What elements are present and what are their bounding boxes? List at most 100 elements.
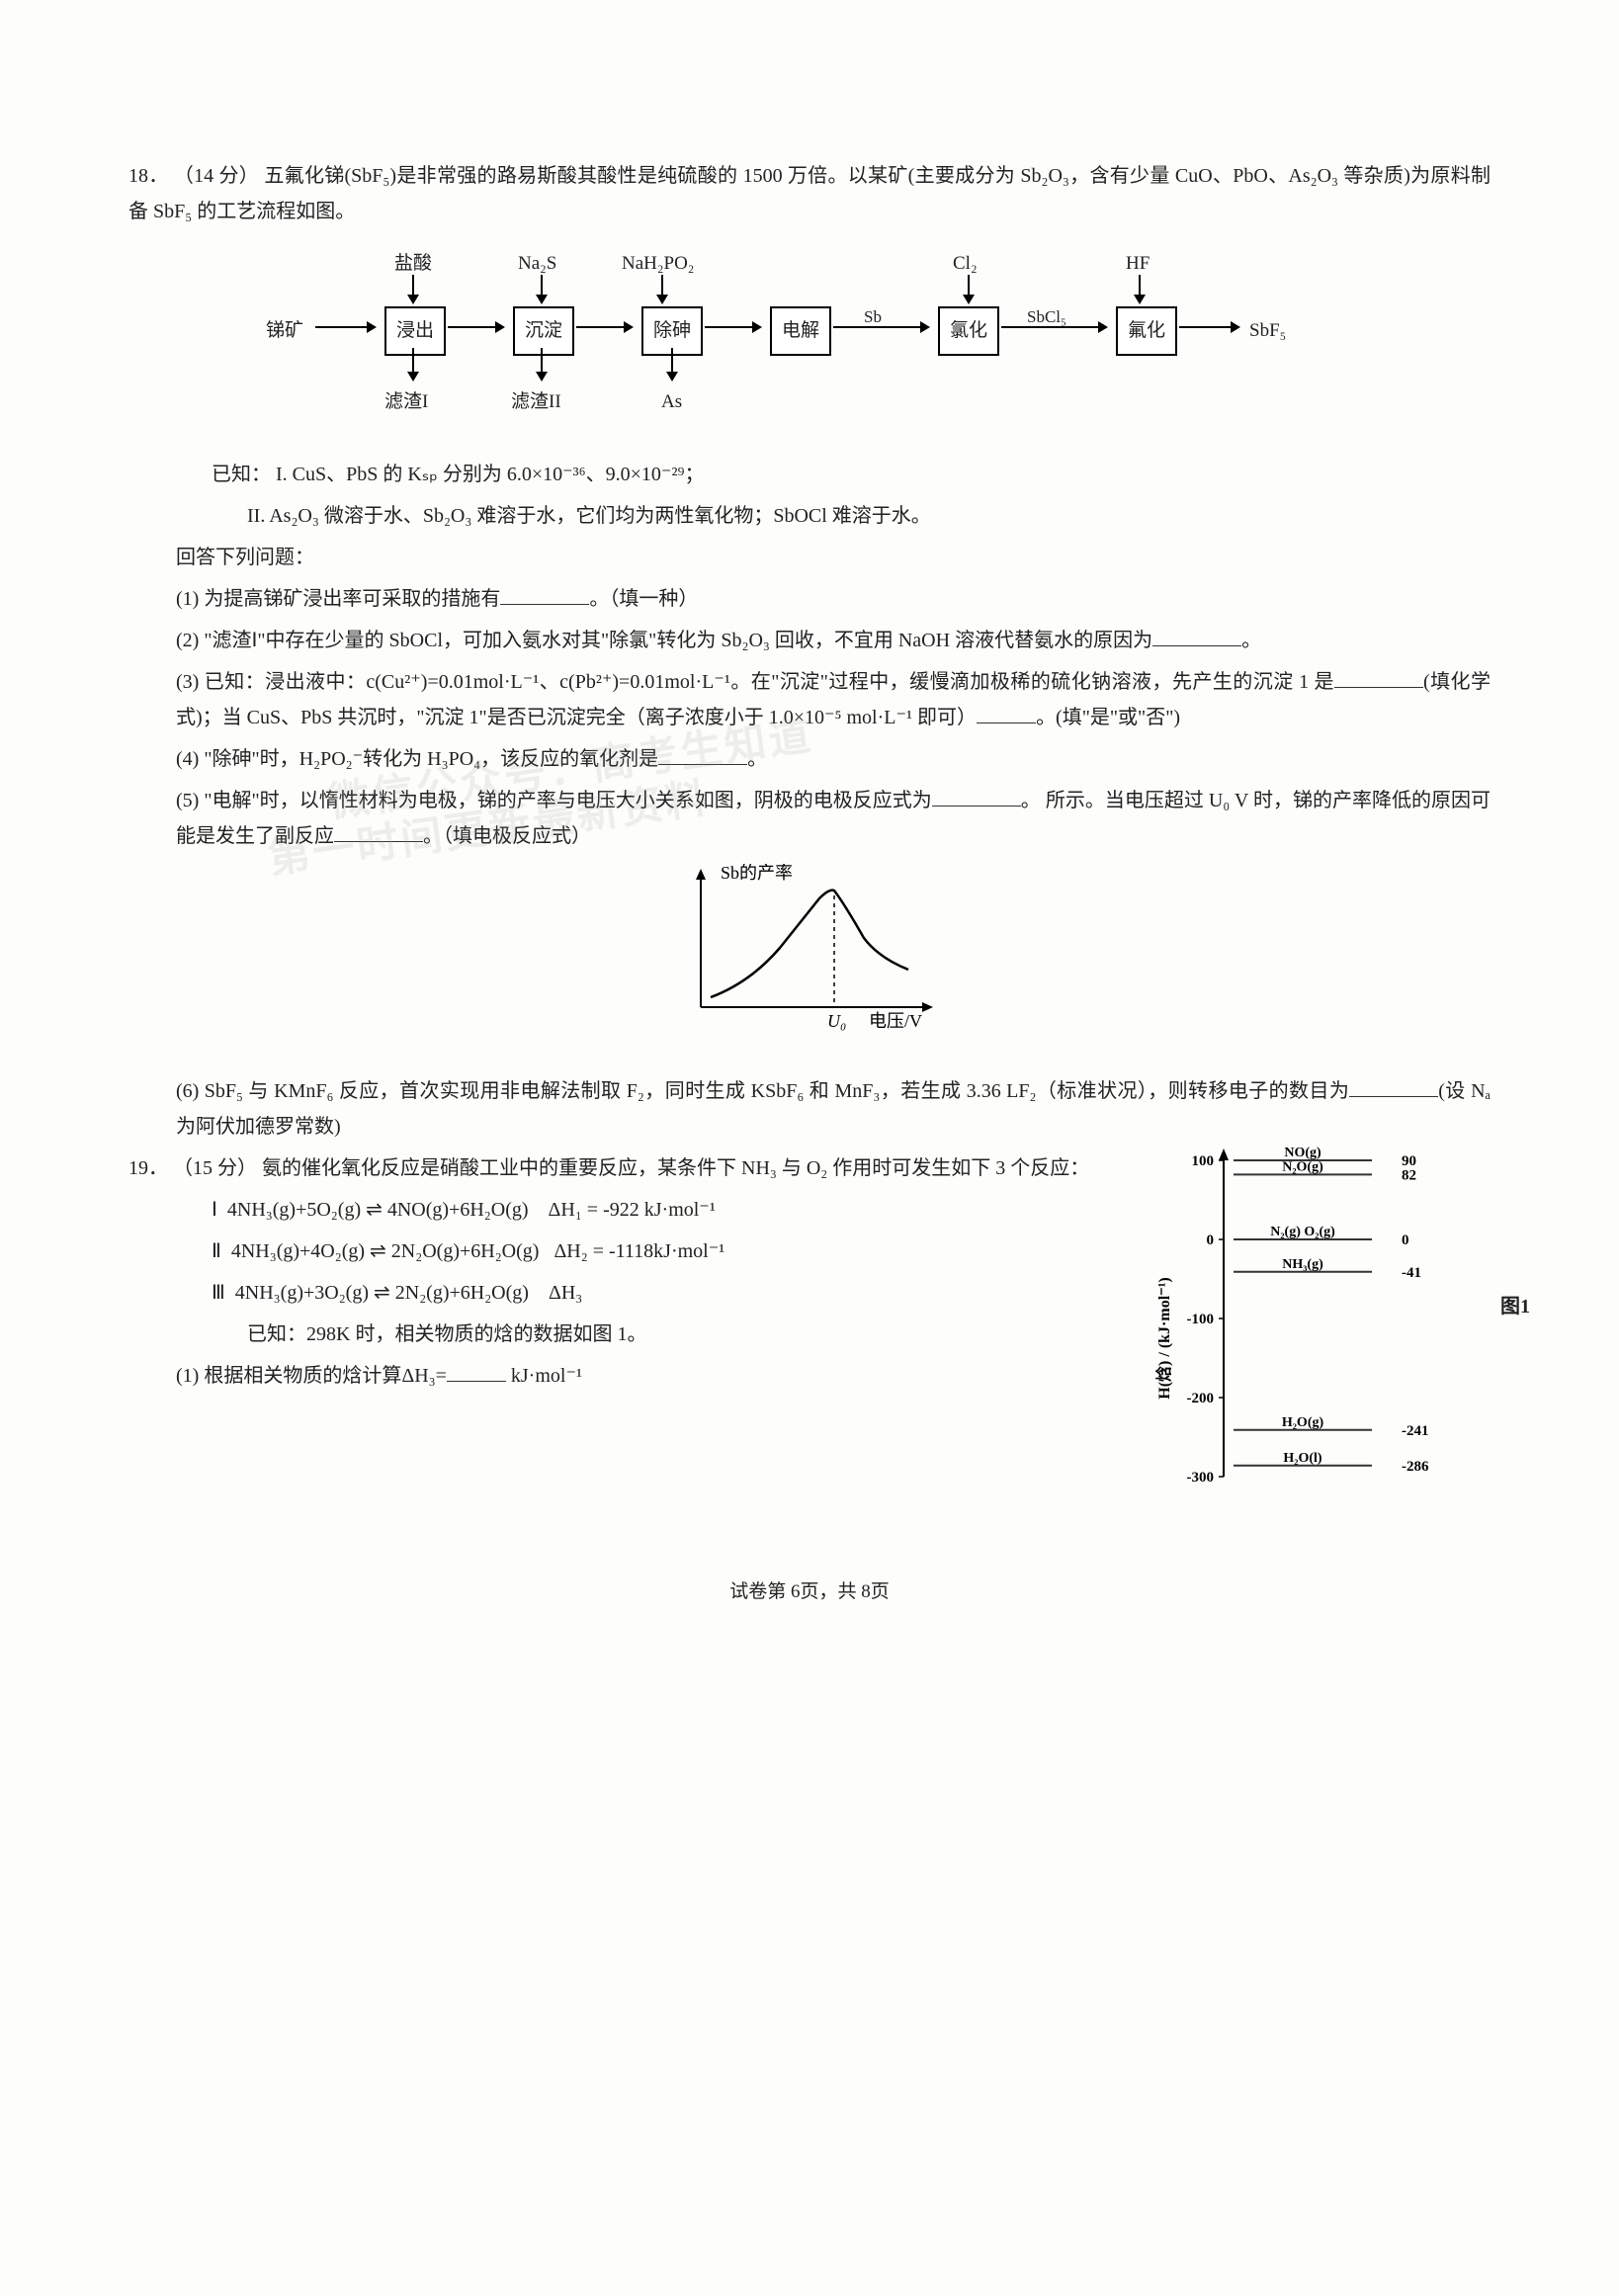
flow-box-fluor: 氟化 xyxy=(1116,306,1177,356)
flow-arrow-h6 xyxy=(1179,326,1238,328)
sub3-tail: 。(填"是"或"否") xyxy=(1036,707,1180,728)
flow-box-leach: 浸出 xyxy=(384,306,446,356)
svg-text:N₂O(g): N₂O(g) xyxy=(1282,1159,1323,1174)
q19-sub1-tail: kJ·mol⁻¹ xyxy=(511,1365,582,1387)
flow-arrow-h3 xyxy=(705,326,760,328)
sub1-blank xyxy=(500,581,589,605)
q19-intro: 19． （15 分） 氨的催化氧化反应是硝酸工业中的重要反应，某条件下 NH₃ … xyxy=(128,1150,1135,1186)
flow-arrow-v3 xyxy=(661,275,663,302)
svg-text:NO(g): NO(g) xyxy=(1284,1146,1321,1160)
flow-box-precip: 沉淀 xyxy=(513,306,574,356)
flow-bot-residue2: 滤渣II xyxy=(511,385,561,419)
sub4-blank xyxy=(658,741,747,765)
sub4-num: (4) xyxy=(176,748,199,770)
sub5-text-a: "电解"时，以惰性材料为电极，锑的产率与电压大小关系如图，阴极的电极反应式为 xyxy=(204,790,931,811)
sub3-blank2 xyxy=(977,700,1036,723)
q19-eq1: Ⅰ 4NH₃(g)+5O₂(g) ⇌ 4NO(g)+6H₂O(g) ΔH₁ = … xyxy=(128,1192,1135,1228)
eq1-dh: ΔH₁ = -922 kJ·mol⁻¹ xyxy=(549,1199,716,1221)
q19-sub1-text: 根据相关物质的焓计算ΔH₃= xyxy=(204,1365,447,1387)
fig-label: 图1 xyxy=(1500,1289,1530,1324)
flow-top-nah2po2: NaH₂PO₂ xyxy=(622,247,694,281)
svg-text:-41: -41 xyxy=(1402,1265,1421,1281)
svg-text:0: 0 xyxy=(1207,1233,1215,1248)
sub6-blank xyxy=(1349,1073,1438,1097)
flow-arrow-v5 xyxy=(1139,275,1141,302)
flowchart: 盐酸 Na₂S NaH₂PO₂ Cl₂ HF 锑矿 浸出 沉淀 除砷 电解 Sb… xyxy=(266,247,1353,445)
yield-chart-svg: Sb的产率 U₀ 电压/V xyxy=(671,864,948,1042)
flow-sb-label: Sb xyxy=(864,302,882,333)
sub3-blank1 xyxy=(1334,664,1423,688)
sub3-text-a: 已知：浸出液中：c(Cu²⁺)=0.01mol·L⁻¹、c(Pb²⁺)=0.01… xyxy=(205,671,1334,693)
yield-chart: Sb的产率 U₀ 电压/V xyxy=(671,864,948,1054)
sub5-tail-b: 。（填电极反应式） xyxy=(423,825,591,847)
q18-answer-label: 回答下列问题： xyxy=(128,540,1491,575)
sub1-text: 为提高锑矿浸出率可采取的措施有 xyxy=(204,588,500,610)
flow-arrow-h4 xyxy=(833,326,928,328)
q19-eq3: Ⅲ 4NH₃(g)+3O₂(g) ⇌ 2N₂(g)+6H₂O(g) ΔH₃ xyxy=(128,1275,1135,1311)
eq3-text: 4NH₃(g)+3O₂(g) ⇌ 2N₂(g)+6H₂O(g) xyxy=(235,1282,529,1304)
eq1-label: Ⅰ xyxy=(212,1199,217,1221)
q18-sub6: (6) SbF₅ 与 KMnF₆ 反应，首次实现用非电解法制取 F₂，同时生成 … xyxy=(128,1073,1491,1145)
flow-sbcl5-label: SbCl₅ xyxy=(1027,302,1066,333)
q18-sub5: (5) "电解"时，以惰性材料为电极，锑的产率与电压大小关系如图，阴极的电极反应… xyxy=(128,783,1491,854)
eq2-label: Ⅱ xyxy=(212,1240,221,1262)
flow-arrow-v4 xyxy=(968,275,970,302)
sub2-text: "滤渣Ⅰ"中存在少量的 SbOCl，可加入氨水对其"除氯"转化为 Sb₂O₃ 回… xyxy=(204,630,1152,651)
svg-text:H₂O(l): H₂O(l) xyxy=(1283,1451,1322,1466)
sub5-blank2 xyxy=(334,818,423,842)
flow-box-electro: 电解 xyxy=(770,306,831,356)
page-footer: 试卷第 6页，共 8页 xyxy=(128,1575,1491,1609)
q18-number: 18． xyxy=(128,165,169,187)
q19-sub1-num: (1) xyxy=(176,1365,199,1387)
q18-sub2: (2) "滤渣Ⅰ"中存在少量的 SbOCl，可加入氨水对其"除氯"转化为 Sb₂… xyxy=(128,623,1491,658)
q18-intro-text: 五氟化锑(SbF₅)是非常强的路易斯酸其酸性是纯硫酸的 1500 万倍。以某矿(… xyxy=(128,165,1491,222)
flow-arrow-vb2 xyxy=(541,348,543,380)
eq3-dh: ΔH₃ xyxy=(549,1282,582,1304)
q18-known2: II. As₂O₃ 微溶于水、Sb₂O₃ 难溶于水，它们均为两性氧化物；SbOC… xyxy=(128,498,1491,534)
svg-text:电压/V: 电压/V xyxy=(869,1011,922,1031)
sub4-text: "除砷"时，H₂PO₂⁻转化为 H₃PO₄，该反应的氧化剂是 xyxy=(204,748,658,770)
svg-text:-286: -286 xyxy=(1402,1459,1429,1475)
flow-arrow-v2 xyxy=(541,275,543,302)
svg-text:Sb的产率: Sb的产率 xyxy=(721,864,793,883)
svg-text:H(焓) / (kJ·mol⁻¹): H(焓) / (kJ·mol⁻¹) xyxy=(1154,1277,1173,1399)
svg-text:-100: -100 xyxy=(1187,1312,1215,1327)
sub4-tail: 。 xyxy=(747,748,767,770)
svg-text:0: 0 xyxy=(1402,1233,1409,1248)
sub1-num: (1) xyxy=(176,588,199,610)
flow-arrow-v1 xyxy=(412,275,414,302)
sub5-num: (5) xyxy=(176,790,199,811)
sub3-num: (3) xyxy=(176,671,199,693)
q18-sub1: (1) 为提高锑矿浸出率可采取的措施有。（填一种） xyxy=(128,581,1491,617)
svg-text:82: 82 xyxy=(1402,1167,1416,1183)
flow-arrow-vb3 xyxy=(671,348,673,380)
flow-end: SbF₅ xyxy=(1249,314,1286,348)
q19-intro-text: 氨的催化氧化反应是硝酸工业中的重要反应，某条件下 NH₃ 与 O₂ 作用时可发生… xyxy=(262,1157,1089,1179)
svg-text:-300: -300 xyxy=(1187,1470,1215,1486)
q18-sub4: (4) "除砷"时，H₂PO₂⁻转化为 H₃PO₄，该反应的氧化剂是 。 xyxy=(128,741,1491,777)
flow-top-na2s: Na₂S xyxy=(518,247,556,281)
flow-arrow-h2 xyxy=(576,326,632,328)
flow-arrow-h0 xyxy=(315,326,375,328)
flow-arrow-vb1 xyxy=(412,348,414,380)
q19-sub1-blank xyxy=(447,1358,506,1382)
sub6-text: SbF₅ 与 KMnF₆ 反应，首次实现用非电解法制取 F₂，同时生成 KSbF… xyxy=(205,1080,1350,1102)
svg-text:-241: -241 xyxy=(1402,1423,1429,1439)
svg-text:-200: -200 xyxy=(1187,1391,1215,1406)
enthalpy-diagram: 1000-100-200-300NO(g)90N₂O(g)82N₂(g) O₂(… xyxy=(1154,1141,1491,1496)
eq1-text: 4NH₃(g)+5O₂(g) ⇌ 4NO(g)+6H₂O(g) xyxy=(227,1199,529,1221)
known-label: 已知： xyxy=(212,464,271,485)
sub6-num: (6) xyxy=(176,1080,199,1102)
flow-bot-as: As xyxy=(661,385,682,419)
q19-points: （15 分） xyxy=(173,1157,257,1179)
sub2-tail: 。 xyxy=(1241,630,1261,651)
q18-points: （14 分） xyxy=(174,165,259,187)
q18-known1: 已知： I. CuS、PbS 的 Kₛₚ 分别为 6.0×10⁻³⁶、9.0×1… xyxy=(128,457,1491,492)
flow-box-chlor: 氯化 xyxy=(938,306,999,356)
svg-text:H₂O(g): H₂O(g) xyxy=(1282,1415,1324,1430)
sub2-num: (2) xyxy=(176,630,199,651)
eq2-text: 4NH₃(g)+4O₂(g) ⇌ 2N₂O(g)+6H₂O(g) xyxy=(231,1240,540,1262)
q19-sub1: (1) 根据相关物质的焓计算ΔH₃= kJ·mol⁻¹ xyxy=(128,1358,1135,1394)
q19-known: 已知：298K 时，相关物质的焓的数据如图 1。 xyxy=(128,1317,1135,1352)
known1-text: I. CuS、PbS 的 Kₛₚ 分别为 6.0×10⁻³⁶、9.0×10⁻²⁹… xyxy=(276,464,704,485)
